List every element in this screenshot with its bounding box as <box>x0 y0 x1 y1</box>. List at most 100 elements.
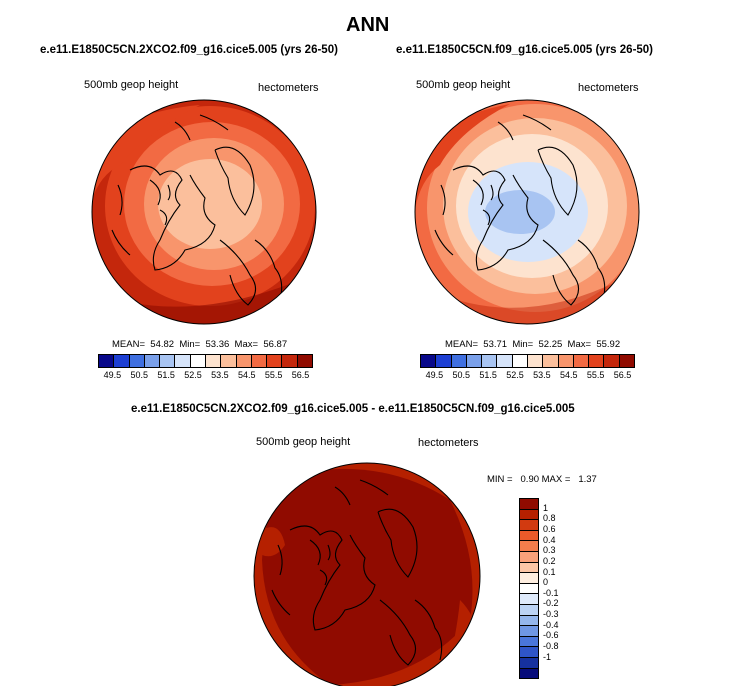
panel2-colorbar-swatch <box>435 355 451 367</box>
diff-colorbar-swatch <box>520 529 538 541</box>
panel1-mean-value: 54.82 <box>150 339 175 350</box>
panel2-colorbar-swatch <box>542 355 558 367</box>
panel1-min-value: 53.36 <box>205 339 230 350</box>
panel1-colorbar-swatch <box>159 355 175 367</box>
panel1-field-label: 500mb geop height <box>84 79 179 91</box>
panel2-colorbar-tick-label: 52.5 <box>506 370 524 380</box>
diff-colorbar <box>519 498 539 679</box>
panel2-field-label: 500mb geop height <box>416 79 511 91</box>
panel1-colorbar-tick-label: 50.5 <box>130 370 149 380</box>
diff-colorbar-tick-label: -0.8 <box>543 641 559 652</box>
figure-title: ANN <box>346 14 390 36</box>
panel2-colorbar-tick-label: 54.5 <box>560 370 578 380</box>
panel2-colorbar-tick-label: 50.5 <box>452 370 471 380</box>
diff-units-label: hectometers <box>418 437 479 449</box>
panel1-colorbar-tick-label: 53.5 <box>211 370 229 380</box>
diff-colorbar-tick-label: -0.6 <box>543 630 559 641</box>
diff-colorbar-swatch <box>520 625 538 636</box>
diff-colorbar-tick-label: 0.2 <box>543 555 556 566</box>
panel1-colorbar <box>98 354 313 368</box>
diff-colorbar-tick-label: 0.6 <box>543 523 556 534</box>
diff-colorbar-swatch <box>520 561 538 573</box>
diff-colorbar-swatch <box>520 603 538 615</box>
panel1-colorbar-tick-label: 56.5 <box>291 370 310 380</box>
panel1-colorbar-tick-label: 54.5 <box>238 370 256 380</box>
diff-colorbar-tick-label: -0.2 <box>543 598 559 609</box>
diff-colorbar-swatch <box>520 614 538 626</box>
panel1-units-label: hectometers <box>258 82 319 94</box>
diff-colorbar-swatch <box>520 646 538 657</box>
panel1-colorbar-tick-label: 55.5 <box>264 370 283 380</box>
diff-colorbar-tick-label: -0.4 <box>543 619 559 630</box>
panel2-colorbar-swatch <box>603 355 619 367</box>
panel2-colorbar-tick-label: 51.5 <box>479 370 497 380</box>
panel1-max-value: 56.87 <box>263 339 288 350</box>
panel1-colorbar-swatch <box>128 355 144 367</box>
panel1-colorbar-swatch <box>189 355 205 367</box>
panel1-colorbar-tick-label: 49.5 <box>103 370 122 380</box>
panel1-colorbar-swatch <box>143 355 160 367</box>
panel1-subtitle: e.e11.E1850C5CN.2XCO2.f09_g16.cice5.005 … <box>40 44 338 56</box>
diff-colorbar-tick-label: -0.3 <box>543 609 559 620</box>
panel2-units-label: hectometers <box>578 82 639 94</box>
diff-colorbar-swatch <box>520 572 538 583</box>
diff-colorbar-ticks: 1 0.8 0.6 0.4 0.3 0.2 0.1 0 -0.1 -0.2 -0.3 -0.4 -0.6… <box>543 498 573 679</box>
panel2-stats: MEAN= 53.71 Min= 52.25 Max= 55.92 <box>445 339 621 350</box>
diff-colorbar-swatch <box>520 508 538 520</box>
diff-colorbar-tick-label: 0.8 <box>543 513 556 524</box>
panel1-colorbar-swatch <box>235 355 251 367</box>
panel1-stats: MEAN= 54.82 Min= 53.36 Max= 56.87 <box>112 339 288 350</box>
diff-colorbar-tick-label: -0.1 <box>543 587 559 598</box>
panel2-colorbar-tick-label: 53.5 <box>533 370 551 380</box>
panel2-colorbar-swatch <box>481 355 497 367</box>
diff-colorbar-swatch <box>520 540 538 551</box>
panel2-colorbar-swatch <box>572 355 589 367</box>
panel1-colorbar-swatch <box>113 355 129 367</box>
diff-colorbar-tick-label: 0.4 <box>543 534 556 545</box>
panel2-colorbar-swatch <box>557 355 573 367</box>
diff-colorbar-swatch <box>520 582 538 594</box>
diff-colorbar-swatch <box>520 656 538 668</box>
panel2-colorbar <box>420 354 635 368</box>
diff-colorbar-tick-label: 1 <box>543 502 549 513</box>
panel2-subtitle: e.e11.E1850C5CN.f09_g16.cice5.005 (yrs 2… <box>396 44 654 56</box>
panel2-mean-value: 53.71 <box>483 339 508 350</box>
panel1-colorbar-swatch <box>250 355 267 367</box>
panel2-colorbar-swatch <box>450 355 466 367</box>
panel1-colorbar-tick-label: 51.5 <box>157 370 175 380</box>
panel2-colorbar-tick-label: 49.5 <box>425 370 444 380</box>
diff-colorbar-swatch <box>520 635 538 647</box>
diff-colorbar-tick-label: 0.1 <box>543 566 556 577</box>
diff-colorbar-swatch <box>520 499 538 509</box>
diff-colorbar-swatch <box>520 667 538 679</box>
panel1-colorbar-swatch <box>266 355 282 367</box>
diff-colorbar-swatch <box>520 519 538 530</box>
diff-colorbar-tick-label: 0.3 <box>543 545 556 556</box>
panel2-colorbar-swatch <box>496 355 512 367</box>
diff-colorbar-tick-label: -1 <box>543 651 552 662</box>
panel2-colorbar-ticks: 49.5 50.5 51.5 52.5 53.5 54.5 55.5 56.5 <box>420 370 635 382</box>
panel1-colorbar-swatch <box>174 355 190 367</box>
panel1-colorbar-swatch <box>281 355 297 367</box>
panel2-max-value: 55.92 <box>596 339 621 350</box>
panel2-colorbar-swatch <box>511 355 527 367</box>
panel1-colorbar-ticks: 49.5 50.5 51.5 52.5 53.5 54.5 55.5 56.5 <box>98 370 313 382</box>
diff-field-label: 500mb geop height <box>256 436 351 448</box>
panel2-colorbar-swatch <box>526 355 543 367</box>
panel1-colorbar-tick-label: 52.5 <box>184 370 202 380</box>
diff-colorbar-swatch <box>520 550 538 562</box>
panel2-colorbar-swatch <box>421 355 436 367</box>
panel2-min-value: 52.25 <box>538 339 563 350</box>
diff-subtitle: e.e11.E1850C5CN.2XCO2.f09_g16.cice5.005 … <box>131 403 575 415</box>
panel1-colorbar-swatch <box>204 355 221 367</box>
diff-minmax: MIN = 0.90 MAX = 1.37 <box>487 474 597 485</box>
panel1-colorbar-swatch <box>99 355 114 367</box>
panel2-colorbar-swatch <box>588 355 604 367</box>
panel2-colorbar-swatch <box>465 355 482 367</box>
panel1-colorbar-swatch <box>296 355 312 367</box>
diff-colorbar-tick-label: 0 <box>543 577 549 588</box>
panel2-colorbar-tick-label: 56.5 <box>613 370 632 380</box>
panel2-colorbar-tick-label: 55.5 <box>586 370 605 380</box>
diff-colorbar-swatch <box>520 593 538 604</box>
